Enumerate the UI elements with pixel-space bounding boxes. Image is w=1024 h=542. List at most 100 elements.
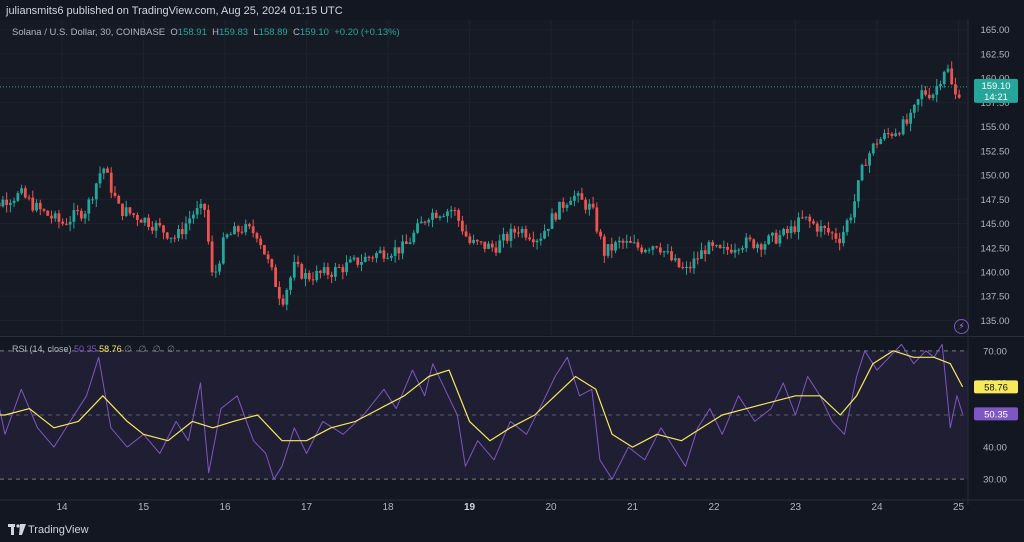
candle-body [845, 220, 849, 233]
candle-body [931, 94, 935, 99]
candle-body [741, 248, 744, 250]
candle-body [326, 267, 330, 275]
candle-body [460, 220, 464, 232]
rsi-settings-icons[interactable]: ∅ ∅ ∅ ∅ [124, 344, 178, 354]
candle-body [591, 203, 595, 208]
candle-body [274, 267, 277, 287]
candle-body [79, 210, 83, 219]
candle-body [378, 250, 382, 254]
candle-body [569, 200, 573, 205]
candle-body [382, 250, 386, 259]
lightning-icon[interactable]: ⚡ [954, 319, 969, 334]
candle-body [214, 271, 218, 273]
candle-body [815, 223, 819, 232]
candle-body [954, 84, 957, 95]
low-label: L [253, 27, 259, 38]
candle-body [319, 270, 322, 273]
candle-body [670, 251, 673, 261]
candle-body [875, 143, 879, 145]
candle-body [733, 249, 737, 253]
candle-body [367, 256, 371, 258]
candle-body [132, 213, 136, 215]
candle-body [61, 221, 65, 224]
candle-body [636, 242, 640, 248]
candle-body [446, 211, 449, 217]
candle-body [98, 173, 102, 184]
brand-name[interactable]: TradingView [28, 524, 89, 536]
candle-body [416, 223, 419, 233]
candle-body [520, 228, 524, 233]
candle-body [244, 224, 248, 233]
low-value: 158.89 [258, 27, 288, 38]
close-label: C [293, 27, 300, 38]
footer: TradingView [0, 518, 1024, 542]
rsi-tick-label: 30.00 [983, 475, 1007, 486]
rsi-ma-badge-bg [974, 380, 1018, 394]
candle-body [696, 258, 700, 260]
candle-body [703, 250, 707, 255]
candle-body [502, 233, 505, 241]
candle-body [957, 94, 961, 98]
candle-body [259, 238, 263, 246]
candle-body [468, 236, 472, 244]
price-tick-label: 145.00 [980, 219, 1009, 230]
price-tick-label: 137.50 [980, 292, 1009, 303]
rsi-pane [0, 350, 968, 480]
candle-body [793, 226, 797, 233]
candle-body [453, 209, 457, 211]
candle-body [819, 226, 823, 232]
candle-body [808, 216, 812, 222]
candle-body [307, 272, 311, 280]
candle-body [389, 255, 393, 258]
price-tick-label: 150.00 [980, 171, 1009, 182]
candle-body [614, 242, 617, 251]
candle-body [812, 221, 815, 224]
candle-body [162, 225, 165, 233]
rsi-ma-value: 58.76 [99, 344, 122, 354]
candle-body [300, 264, 304, 279]
tradingview-logo-icon[interactable] [8, 524, 26, 535]
candle-body [46, 210, 50, 216]
candle-body [834, 233, 838, 239]
candle-body [580, 193, 584, 200]
candle-body [528, 237, 532, 240]
candle-body [935, 86, 939, 95]
rsi-legend: RSI (14, close) 50.35 58.76 ∅ ∅ ∅ ∅ [12, 344, 177, 355]
candle-body [763, 244, 767, 250]
candle-body [722, 246, 726, 248]
candle-body [916, 99, 920, 105]
symbol-title: Solana / U.S. Dollar, 30, COINBASE [12, 27, 166, 38]
candle-body [180, 229, 184, 235]
candle-body [744, 237, 748, 249]
candle-body [106, 168, 109, 173]
price-tick-label: 157.50 [980, 98, 1009, 109]
candle-body [920, 90, 924, 100]
candle-body [841, 232, 845, 244]
candle-body [360, 261, 363, 265]
candle-body [315, 270, 319, 281]
candle-body [128, 207, 132, 214]
candle-body [789, 226, 793, 234]
candle-body [942, 71, 946, 85]
candle-body [778, 235, 782, 244]
candle-body [397, 247, 401, 254]
candle-body [177, 229, 180, 239]
rsi-title: RSI (14, close) [12, 344, 72, 354]
candle-body [748, 237, 752, 240]
candle-body [203, 203, 207, 210]
candle-body [666, 251, 670, 253]
time-tick-label: 23 [790, 502, 802, 513]
candle-body [625, 241, 629, 243]
candle-body [143, 217, 147, 223]
candle-body [76, 210, 80, 212]
candle-body [20, 188, 23, 194]
candle-body [737, 249, 741, 251]
candle-body [363, 256, 367, 262]
candle-body [154, 222, 158, 231]
candle-body [330, 274, 334, 277]
candle-body [883, 133, 886, 140]
candle-body [513, 228, 517, 233]
candle-body [677, 258, 681, 268]
candle-body [871, 143, 875, 154]
